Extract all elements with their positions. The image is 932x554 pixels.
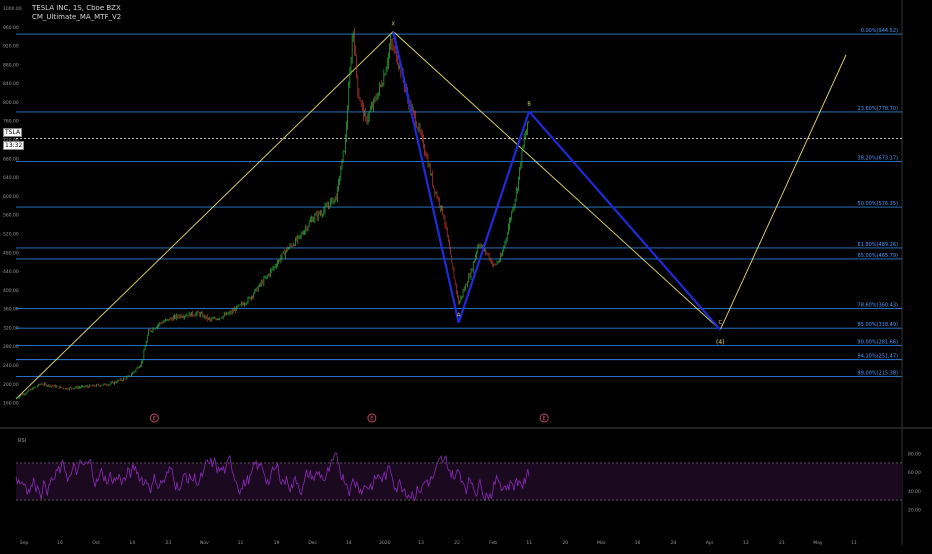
y-tick-label: 600.00 [3,194,19,200]
event-marker-label: E [370,416,373,422]
y-tick-label: 520.00 [3,231,19,237]
y-tick-label: 800.00 [3,100,19,106]
pattern-point-label: C [718,320,722,326]
harmonic-pattern-leg [528,110,722,331]
y-tick-label: 360.00 [3,307,19,313]
y-tick-label: 680.00 [3,156,19,162]
rsi-line [15,452,530,502]
y-tick-label: 760.00 [3,119,19,125]
y-tick-label: 240.00 [3,363,19,369]
x-tick-label: Sep [20,540,29,546]
x-tick-label: 16 [57,540,63,546]
fib-level-label: 65.00%(465.79) [858,253,899,259]
fib-level-label: 61.80%(489.26) [858,242,899,248]
y-tick-label: 560.00 [3,213,19,219]
chart-legend: TESLA INC, 1S, Cboe BZX CM_Ultimate_MA_M… [32,4,121,22]
fib-level-label: 78.60%(360.43) [858,302,899,308]
x-tick-label: 24 [671,540,677,546]
yellow-trend-line [719,54,847,330]
event-marker-label: E [543,416,546,422]
x-tick-label: Mar [597,540,606,546]
fib-level-label: 90.00%(281.66) [858,339,899,345]
harmonic-pattern-leg [457,111,531,324]
x-tick-label: Dec [308,540,317,546]
x-tick-label: 19 [274,540,280,546]
y-tick-label: 400.00 [3,288,19,294]
price-tag: TSLA [3,128,23,137]
event-marker [367,413,377,423]
x-tick-label: 11 [851,540,857,546]
y-tick-label: 280.00 [3,344,19,350]
pattern-point-label: B [527,101,531,107]
y-tick-label: 720.00 [3,138,19,144]
pattern-point-label: A [457,313,461,319]
x-tick-label: 2020 [379,540,391,546]
fib-level-label: 0.00%(944.52) [861,28,898,34]
y-tick-label: 840.00 [3,81,19,87]
chart-title: TESLA INC, 1S, Cboe BZX [32,4,121,12]
rsi-y-tick-label: 20.00 [908,507,921,513]
x-tick-label: 22 [454,540,460,546]
rsi-y-tick-label: 60.00 [908,470,921,476]
x-tick-label: 11 [526,540,532,546]
x-tick-label: Feb [489,540,497,546]
price-tag-time: 13:32 [3,141,25,150]
rsi-y-tick-label: 80.00 [908,452,921,458]
x-tick-label: 13 [743,540,749,546]
harmonic-pattern-leg [392,31,460,323]
y-tick-label: 440.00 [3,269,19,275]
fib-level-label: 23.60%(778.70) [858,106,899,112]
y-tick-label: 200.00 [3,382,19,388]
x-tick-label: May [813,540,823,546]
rsi-y-tick-label: 40.00 [908,489,921,495]
y-tick-label: 880.00 [3,62,19,68]
y-tick-label: 320.00 [3,325,19,331]
rsi-band [16,462,902,501]
chart-subtitle: CM_Ultimate_MA_MTF_V2 [32,13,122,21]
y-tick-label: 960.00 [3,25,19,31]
x-tick-label: 14 [129,540,135,546]
event-marker [149,413,159,423]
y-tick-label: 1000.00 [3,6,22,12]
x-tick-label: Nov [200,540,209,546]
y-tick-label: 640.00 [3,175,19,181]
x-tick-label: Apr [706,540,714,546]
fib-level-label: 85.00%(318.49) [858,322,899,328]
event-marker [539,413,549,423]
x-tick-label: 14 [346,540,352,546]
y-tick-label: 480.00 [3,250,19,256]
x-tick-label: 13 [418,540,424,546]
projection-label: (4) [716,339,725,346]
event-marker-label: E [153,416,156,422]
fib-level-label: 50.00%(576.35) [858,201,899,207]
fib-level-label: 94.10%(251.47) [858,354,899,360]
fib-level-label: 38.20%(673.17) [858,156,899,162]
fib-level-label: 99.00%(215.38) [858,371,899,377]
y-tick-label: 160.00 [3,401,19,407]
x-tick-label: 23 [165,540,171,546]
x-tick-label: Oct [92,540,100,546]
pattern-point-label: X [392,21,396,27]
yellow-trend-line [392,31,721,331]
rsi-title: RSI [18,438,26,444]
y-tick-label: 920.00 [3,44,19,50]
yellow-trend-line [15,31,394,400]
x-tick-label: 16 [635,540,641,546]
x-tick-label: 21 [779,540,785,546]
x-tick-label: 20 [562,540,568,546]
x-tick-label: 11 [238,540,244,546]
